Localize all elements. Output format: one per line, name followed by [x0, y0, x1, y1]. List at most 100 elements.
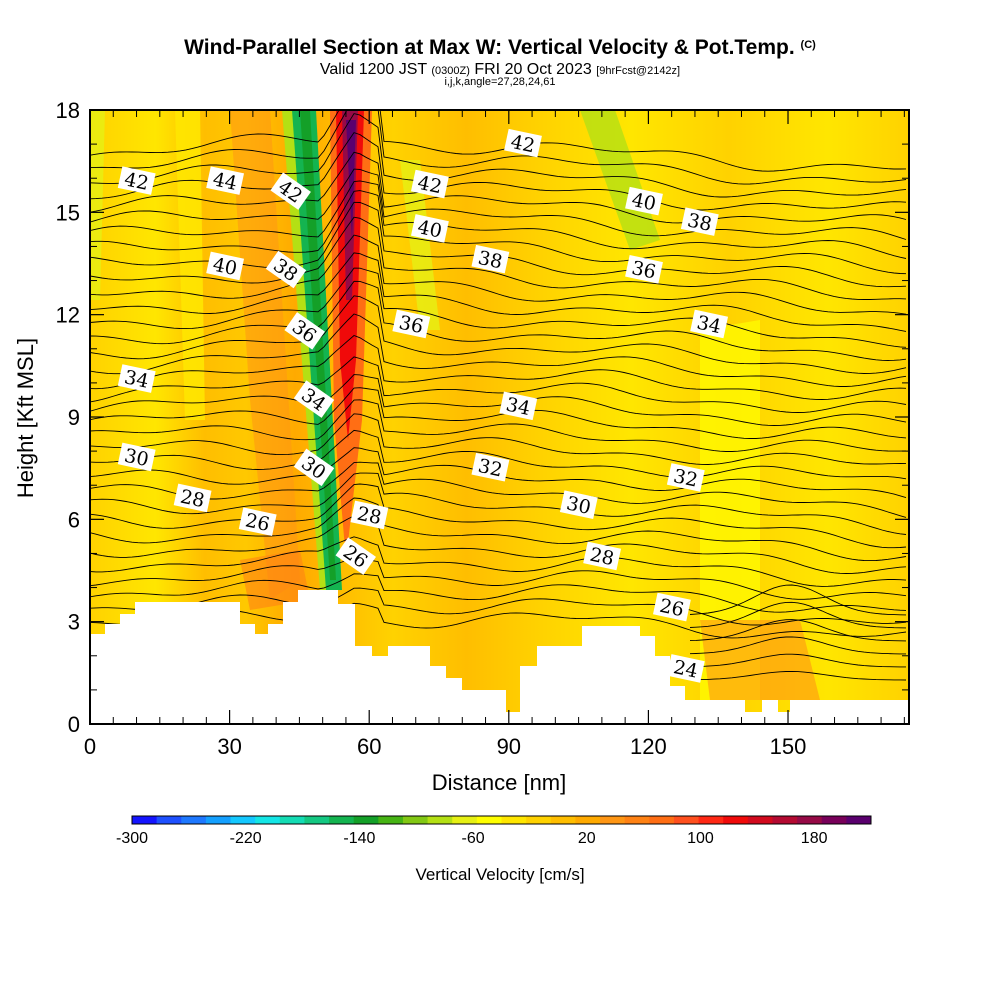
contour-label: 30: [117, 442, 156, 472]
title-main: Wind-Parallel Section at Max W: Vertical…: [184, 36, 795, 59]
colorbar: -300 -220 -140 -60 20 100 180: [116, 815, 872, 847]
theta-contour-line: [90, 110, 907, 185]
y-tick-label: 6: [68, 507, 80, 532]
theta-contour-line: [90, 313, 907, 387]
contour-label: 28: [173, 483, 212, 513]
chart-title: Wind-Parallel Section at Max W: Vertical…: [0, 36, 1000, 60]
y-tick-label: 15: [56, 200, 80, 225]
contour-label-bg: [625, 186, 663, 216]
colorbar-swatch: [821, 816, 847, 824]
theta-contour-line: [90, 536, 907, 587]
valid-utc: (0300Z): [431, 65, 470, 77]
theta-contour-line: [90, 556, 907, 600]
colorbar-swatch: [698, 816, 724, 824]
contour-label-text: 34: [122, 366, 150, 393]
theta-contour-line-low: [689, 670, 907, 681]
contour-label-bg: [392, 309, 431, 339]
theta-contour-line: [90, 234, 907, 315]
contour-label-text: 42: [509, 131, 537, 158]
theta-contour-line-low: [689, 636, 906, 655]
colorbar-swatch: [205, 816, 231, 824]
colorbar-swatch: [378, 816, 404, 824]
valid-prefix: Valid 1200 JST: [319, 61, 427, 78]
theta-contour-line: [90, 252, 907, 332]
contour-label-text: 28: [178, 486, 206, 513]
contour-label-bg: [666, 654, 705, 683]
contour-label-bg: [410, 214, 449, 243]
theta-contour-line-low: [689, 653, 906, 668]
chart-subtitle: Valid 1200 JST (0300Z) FRI 20 Oct 2023 […: [0, 61, 1000, 79]
theta-contour-line: [90, 216, 907, 300]
colorbar-label: 100: [687, 830, 714, 847]
theta-contour-line: [90, 483, 907, 549]
colorbar-swatch: [279, 816, 305, 824]
grid-info: i,j,k,angle=27,28,24,61: [444, 76, 556, 88]
theta-contour-line-low: [689, 584, 907, 616]
contour-label-text: 28: [588, 544, 616, 571]
contour-label-bg: [117, 364, 156, 393]
theta-contour-line: [90, 399, 907, 452]
colorbar-swatch: [427, 816, 453, 824]
contour-label-text: 40: [416, 216, 444, 243]
colorbar-label: -140: [343, 830, 375, 847]
x-tick-label: 30: [217, 734, 241, 759]
contour-label-text: 38: [476, 247, 504, 274]
colorbar-swatch: [402, 816, 428, 824]
y-axis-title: Height [Kft MSL]: [13, 338, 38, 498]
field-band-dark-green: [300, 110, 336, 580]
y-tick-label: 0: [68, 712, 80, 737]
field-band-yellow-1: [175, 110, 205, 420]
colorbar-swatch: [575, 816, 601, 824]
contour-label-bg: [293, 448, 335, 487]
contour-label: 32: [471, 452, 510, 482]
x-tick-label: 150: [770, 734, 807, 759]
contour-label: 32: [666, 463, 705, 492]
theta-contour-line: [90, 472, 907, 535]
colorbar-label: -60: [462, 830, 485, 847]
contour-label-text: 40: [211, 254, 239, 281]
colorbar-swatch: [329, 816, 355, 824]
contour-label: 36: [625, 255, 663, 284]
contour-label-bg: [284, 312, 325, 350]
theta-contour-line: [90, 280, 907, 361]
contour-label-text: 24: [671, 656, 699, 683]
theta-contour-line: [90, 374, 907, 426]
contour-label-bg: [410, 169, 449, 199]
contour-label: 40: [206, 251, 245, 281]
colorbar-label: 180: [801, 830, 828, 847]
theta-contour-line: [90, 515, 907, 574]
colorbar-label: -220: [230, 830, 262, 847]
contour-label-text: 36: [397, 312, 425, 339]
contour-label: 44: [206, 166, 245, 195]
contour-label: 28: [583, 541, 622, 571]
x-tick-label: 60: [357, 734, 381, 759]
field-band-purple: [346, 120, 356, 240]
contour-label-bg: [652, 592, 691, 622]
contour-label: 28: [350, 500, 389, 530]
colorbar-title: Vertical Velocity [cm/s]: [415, 865, 584, 884]
theta-contour-line: [90, 497, 907, 562]
colorbar-swatch: [304, 816, 330, 824]
terrain: [90, 590, 909, 724]
contour-label: 34: [117, 364, 156, 393]
contour-label: 38: [680, 207, 719, 236]
colorbar-swatch: [452, 816, 478, 824]
contour-label: 40: [410, 214, 449, 243]
contour-label-text: 42: [122, 168, 150, 195]
contour-label-bg: [471, 244, 510, 274]
theta-contour-line: [90, 573, 907, 613]
x-tick-label: 90: [497, 734, 521, 759]
contour-label-bg: [504, 128, 542, 158]
y-tick-label: 3: [68, 610, 80, 635]
colorbar-frame: [131, 815, 872, 825]
contour-label-bg: [238, 507, 277, 537]
x-tick-label: 0: [84, 734, 96, 759]
theta-contour-line-low: [689, 619, 907, 642]
colorbar-swatch: [624, 816, 650, 824]
contour-label: 26: [238, 507, 277, 537]
contour-label-bg: [499, 391, 538, 421]
theta-contour-line: [90, 429, 907, 480]
contour-label-bg: [206, 166, 245, 195]
colorbar-label: -300: [116, 830, 148, 847]
